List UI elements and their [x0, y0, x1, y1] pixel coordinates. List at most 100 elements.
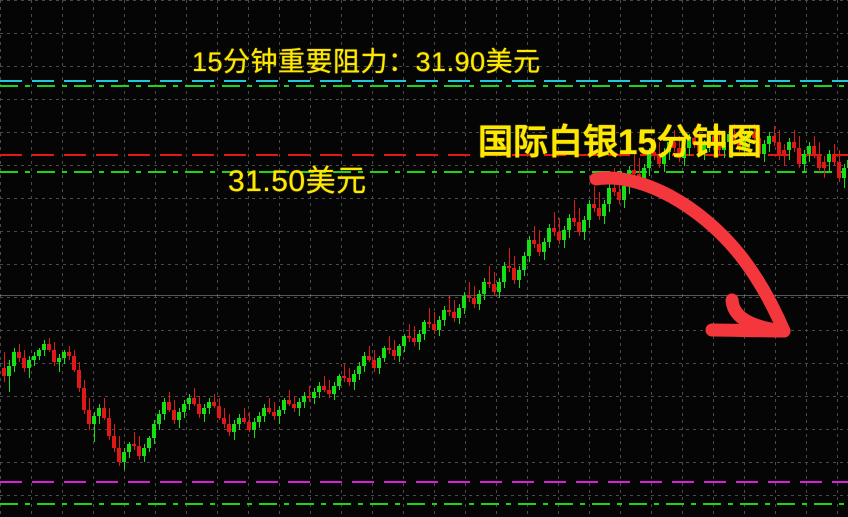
candle-body	[672, 142, 676, 148]
candle-body	[527, 240, 531, 256]
candle-body	[612, 188, 616, 192]
candle-body	[477, 294, 481, 304]
candle-body	[92, 416, 96, 424]
candle-body	[562, 230, 566, 240]
candle-body	[462, 296, 466, 308]
candle-wick	[534, 226, 535, 248]
candle-body	[572, 218, 576, 222]
candle-body	[112, 436, 116, 448]
candle-body	[557, 232, 561, 240]
candle-body	[12, 352, 16, 366]
candle-body	[662, 152, 666, 164]
candle-body	[442, 310, 446, 320]
candle-body	[512, 268, 516, 280]
candle-body	[82, 388, 86, 410]
candle-body	[247, 422, 251, 430]
candle-body	[357, 366, 361, 374]
candle-body	[167, 402, 171, 410]
candle-body	[37, 350, 41, 356]
candle-body	[312, 392, 316, 398]
candle-body	[677, 148, 681, 158]
candle-body	[412, 338, 416, 342]
candle-body	[197, 404, 201, 414]
candle-body	[272, 412, 276, 416]
candle-wick	[489, 266, 490, 288]
candle-body	[32, 356, 36, 360]
candle-body	[652, 152, 656, 156]
candle-body	[402, 336, 406, 346]
candle-body	[807, 146, 811, 154]
candle-body	[752, 132, 756, 138]
candle-body	[617, 192, 621, 200]
candle-wick	[244, 408, 245, 424]
candle-body	[57, 358, 61, 362]
candle-body	[532, 240, 536, 244]
candle-body	[657, 156, 661, 164]
candle-body	[432, 324, 436, 330]
candle-body	[87, 410, 91, 424]
candle-wick	[4, 352, 5, 382]
candle-body	[692, 138, 696, 144]
candle-body	[162, 402, 166, 414]
candle-body	[447, 310, 451, 312]
candle-body	[172, 410, 176, 420]
candle-body	[777, 142, 781, 156]
candle-wick	[134, 432, 135, 450]
candle-body	[722, 142, 726, 150]
candle-wick	[324, 376, 325, 392]
candle-body	[282, 400, 286, 410]
candle-body	[472, 298, 476, 304]
candle-body	[17, 352, 21, 358]
candle-body	[202, 408, 206, 414]
candle-body	[212, 402, 216, 406]
candle-body	[737, 140, 741, 148]
candle-body	[757, 138, 761, 154]
candle-body	[507, 266, 511, 268]
candle-body	[452, 312, 456, 318]
candle-body	[417, 334, 421, 342]
candle-body	[802, 154, 806, 164]
candle-body	[372, 360, 376, 368]
candle-body	[62, 352, 66, 358]
candle-body	[407, 336, 411, 338]
candle-body	[67, 352, 71, 356]
candle-body	[392, 350, 396, 356]
candle-body	[2, 368, 6, 376]
candle-body	[787, 142, 791, 150]
candle-body	[832, 154, 836, 162]
candle-wick	[554, 212, 555, 236]
candle-body	[127, 444, 131, 452]
candle-wick	[329, 380, 330, 398]
resistance-title-label: 15分钟重要阻力：31.90美元	[192, 47, 541, 77]
candle-wick	[794, 130, 795, 152]
candle-body	[207, 402, 211, 408]
candle-body	[352, 374, 356, 382]
candle-body	[812, 146, 816, 154]
candle-body	[792, 142, 796, 148]
candle-body	[367, 356, 371, 360]
candle-body	[707, 136, 711, 144]
candle-body	[242, 418, 246, 422]
candle-wick	[449, 296, 450, 316]
candle-body	[107, 418, 111, 436]
candle-wick	[349, 368, 350, 386]
candle-body	[577, 222, 581, 232]
candle-body	[132, 444, 136, 446]
candle-body	[747, 132, 751, 138]
candle-body	[177, 412, 181, 420]
candle-wick	[194, 388, 195, 406]
candle-body	[822, 162, 826, 168]
candle-body	[227, 424, 231, 432]
candle-body	[732, 134, 736, 140]
candle-wick	[559, 218, 560, 244]
candle-body	[782, 150, 786, 156]
candle-wick	[369, 346, 370, 362]
candle-body	[77, 370, 81, 388]
candle-wick	[434, 312, 435, 334]
candle-wick	[309, 386, 310, 402]
candle-body	[237, 418, 241, 424]
candle-wick	[214, 394, 215, 408]
candle-body	[332, 386, 336, 394]
candle-body	[22, 358, 26, 368]
